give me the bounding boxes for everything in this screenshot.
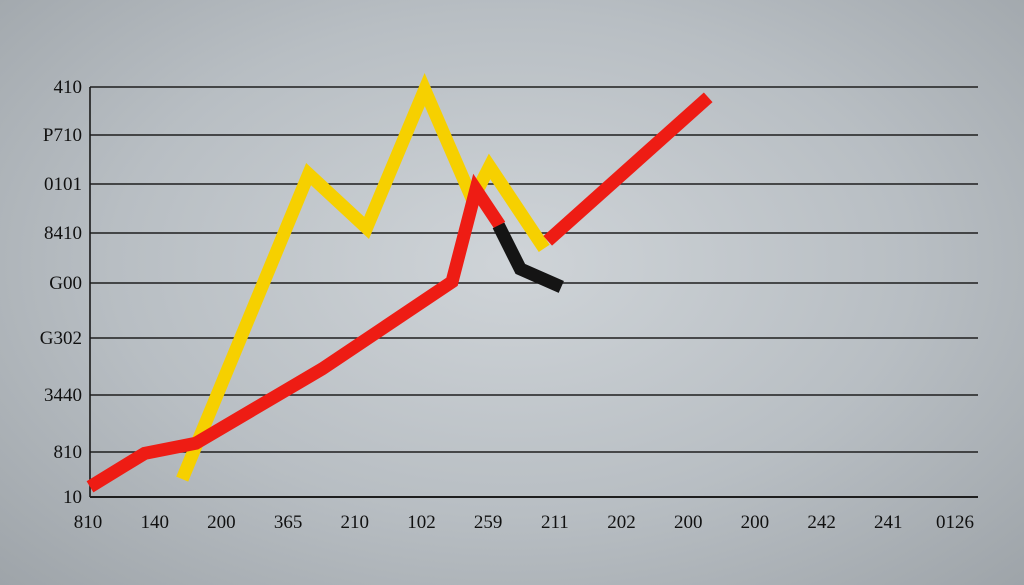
y-tick-label: 3440 — [44, 385, 82, 406]
x-tick-label: 200 — [741, 512, 770, 533]
y-tick-label: 810 — [54, 442, 83, 463]
y-tick-label: 8410 — [44, 223, 82, 244]
x-tick-label: 210 — [341, 512, 370, 533]
x-tick-label: 241 — [874, 512, 903, 533]
y-tick-label: 410 — [54, 77, 83, 98]
x-axis: 810 140 200 365 210 102 259 211 202 200 200 242 241 0… — [74, 512, 974, 533]
x-tick-label: 211 — [541, 512, 569, 533]
x-tick-label: 365 — [274, 512, 303, 533]
x-tick-label: 200 — [207, 512, 236, 533]
y-tick-label: G302 — [40, 328, 82, 349]
x-tick-label: 242 — [807, 512, 836, 533]
y-tick-label: P710 — [43, 125, 82, 146]
series-line-2 — [86, 173, 506, 493]
x-tick-label: 102 — [407, 512, 436, 533]
y-tick-label: 10 — [63, 487, 82, 508]
y-tick-label: 0101 — [44, 174, 82, 195]
x-tick-label: 200 — [674, 512, 703, 533]
gridlines — [90, 86, 978, 498]
x-tick-label: 202 — [607, 512, 636, 533]
x-tick-label: 0126 — [936, 512, 974, 533]
x-tick-label: 259 — [474, 512, 503, 533]
x-tick-label: 140 — [140, 512, 169, 533]
series-line-3 — [543, 92, 713, 246]
series-line-4 — [492, 222, 564, 293]
series-line-1 — [176, 73, 550, 482]
x-tick-label: 810 — [74, 512, 103, 533]
y-tick-label: G00 — [49, 273, 82, 294]
series-lines — [86, 73, 713, 493]
y-axis: 10 810 3440 G302 G00 8410 0101 P710 410 — [40, 77, 91, 508]
